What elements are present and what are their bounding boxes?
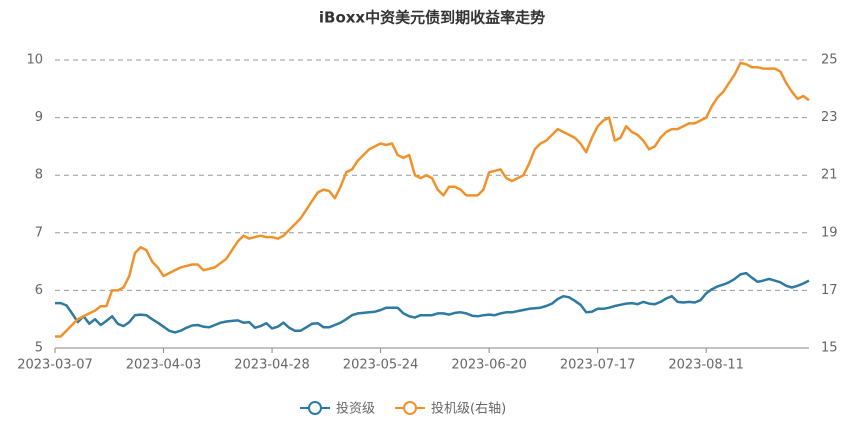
legend-marker <box>403 401 418 415</box>
legend-marker <box>308 401 322 415</box>
y2-tick-label: 17 <box>821 283 838 298</box>
chart-title: iBoxx中资美元债到期收益率走势 <box>319 9 545 27</box>
y-tick-label: 9 <box>35 110 43 125</box>
x-tick-label: 2023-06-20 <box>451 358 527 373</box>
y2-tick-label: 21 <box>821 168 838 183</box>
y2-tick-label: 19 <box>821 225 838 240</box>
y2-tick-label: 23 <box>821 110 838 125</box>
series-line <box>55 271 810 334</box>
x-tick-label: 2023-07-17 <box>560 358 636 373</box>
legend-label: 投机级(右轴) <box>431 401 506 417</box>
y-tick-label: 10 <box>26 53 43 68</box>
series-line <box>55 61 810 338</box>
x-tick-label: 2023-08-11 <box>668 358 744 373</box>
x-tick-label: 2023-05-24 <box>343 358 419 373</box>
y-tick-label: 6 <box>35 283 43 298</box>
legend-label: 投资级 <box>336 401 375 417</box>
x-tick-label: 2023-04-03 <box>126 358 202 373</box>
y-tick-label: 5 <box>35 341 43 356</box>
y2-tick-label: 15 <box>821 341 838 356</box>
y-tick-label: 8 <box>35 168 43 183</box>
x-tick-label: 2023-04-28 <box>234 358 310 373</box>
y-tick-label: 7 <box>35 225 43 240</box>
x-tick-label: 2023-03-07 <box>17 358 93 373</box>
y2-tick-label: 25 <box>821 53 838 68</box>
